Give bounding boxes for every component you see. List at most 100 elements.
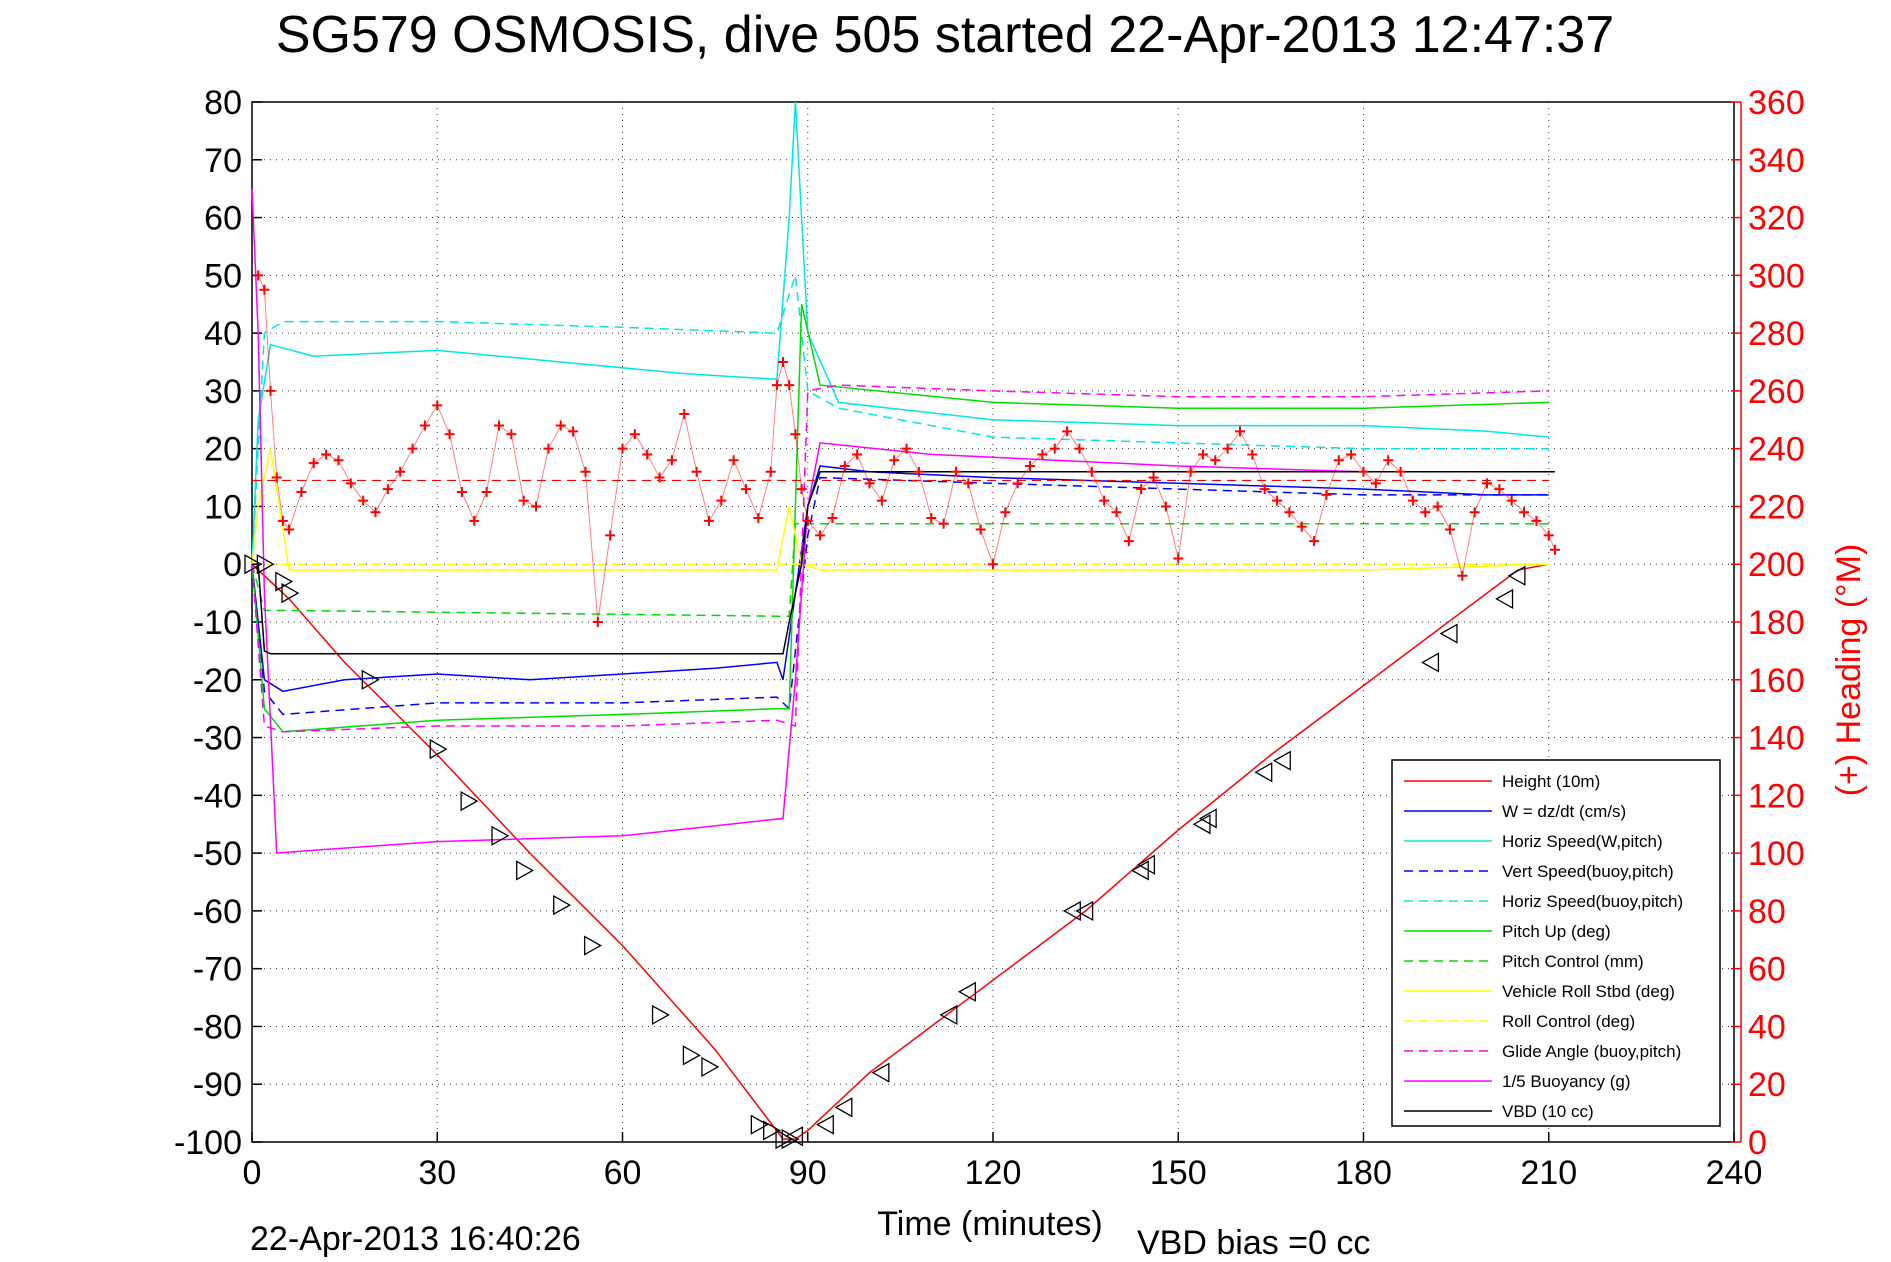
heading-point [1494,484,1505,495]
dive-marker [775,1128,794,1150]
heading-point [1549,544,1560,555]
heading-point [1420,507,1431,518]
heading-point [518,495,529,506]
heading-point [321,449,332,460]
dive-marker [460,790,479,812]
y-right-tick-label: 120 [1748,777,1805,815]
dive-marker [244,554,263,575]
legend-label: Pitch Control (mm) [1502,952,1644,971]
dive-marker [815,1114,834,1135]
dive-marker [957,981,976,1002]
heading-point [741,484,751,495]
x-tick-label: 90 [789,1154,827,1192]
heading-point [1210,455,1221,466]
heading-point [284,524,295,535]
y-tick-label: -50 [193,835,242,873]
heading-point [345,478,356,489]
x-tick-label: 210 [1520,1154,1577,1192]
series-line [251,563,1549,1140]
heading-point [1235,426,1245,437]
legend: Height (10m) W = dz/dt (cm/s) Horiz Speed(… [1391,759,1721,1127]
heading-point [1469,507,1480,518]
heading-point [765,466,776,477]
heading-point [728,455,739,466]
heading-point [277,515,288,526]
heading-point [1074,443,1085,454]
legend-label: Roll Control (deg) [1502,1012,1635,1031]
heading-point [1062,426,1073,437]
heading-point [456,487,467,497]
legend-label: VBD (10 cc) [1502,1102,1594,1121]
heading-point [1012,478,1023,489]
dive-marker [763,1120,782,1141]
series-line [251,101,1549,565]
series-line [251,384,1549,733]
heading-point [654,472,665,483]
legend-label: Vert Speed(buoy,pitch) [1502,862,1674,881]
heading-point [481,487,492,497]
heading-point [913,466,924,477]
dive-marker [281,582,300,604]
heading-point [1309,536,1320,547]
heading-trace [257,275,1556,623]
dive-marker [553,894,572,916]
dive-marker [651,1004,670,1026]
dive-marker [1062,900,1081,922]
heading-point [1407,495,1418,506]
heading-point [543,443,554,454]
legend-label: Height (10m) [1502,772,1600,791]
footer-timestamp: 22-Apr-2013 16:40:26 [250,1220,581,1258]
y-tick-label: 80 [204,84,242,122]
dive-marker [1439,623,1458,644]
heading-point [1358,466,1369,477]
y-tick-label: 0 [223,546,242,584]
heading-point [253,270,264,281]
heading-point [988,559,998,570]
series-line [251,188,1549,854]
heading-point [1123,536,1134,547]
dive-marker [491,825,510,846]
heading-point [444,429,455,440]
heading-point [407,443,418,454]
footer-vbd-bias: VBD bias =0 cc [1137,1224,1370,1262]
heading-point [568,426,579,437]
heading-point [580,466,591,477]
heading-point [555,420,566,431]
x-tick-label: 180 [1335,1154,1392,1192]
heading-point [333,455,344,466]
heading-point [963,478,974,489]
heading-point [1395,466,1406,477]
y-right-tick-label: 300 [1748,257,1805,295]
dive-marker [834,1097,853,1118]
x-tick-label: 60 [604,1154,642,1192]
heading-point [382,484,393,495]
x-tick-label: 0 [243,1154,262,1192]
heading-point [592,617,603,627]
y-tick-label: -100 [174,1124,242,1162]
legend-label: 1/5 Buoyancy (g) [1502,1072,1631,1091]
dive-marker [939,1004,958,1026]
y-tick-label: -30 [193,720,242,758]
heading-point [778,357,789,367]
heading-point [1185,466,1196,477]
legend-label: W = dz/dt (cm/s) [1502,802,1626,821]
heading-point [666,455,677,466]
heading-point [617,443,628,454]
heading-point [432,400,443,411]
dive-marker [1421,652,1440,673]
y-right-tick-label: 180 [1748,604,1805,642]
y-tick-label: -80 [193,1008,242,1046]
dive-marker [516,860,535,881]
dive-marker [871,1062,890,1083]
x-tick-label: 120 [965,1154,1022,1192]
y-tick-label: 50 [204,257,242,295]
heading-point [1000,507,1011,518]
heading-point [1333,455,1344,466]
legend-label: Pitch Up (deg) [1502,922,1611,941]
heading-point [926,513,937,523]
heading-point [796,484,807,495]
heading-point [950,466,961,477]
heading-point [1025,461,1036,471]
heading-point [506,429,517,440]
dive-marker [1254,762,1273,783]
